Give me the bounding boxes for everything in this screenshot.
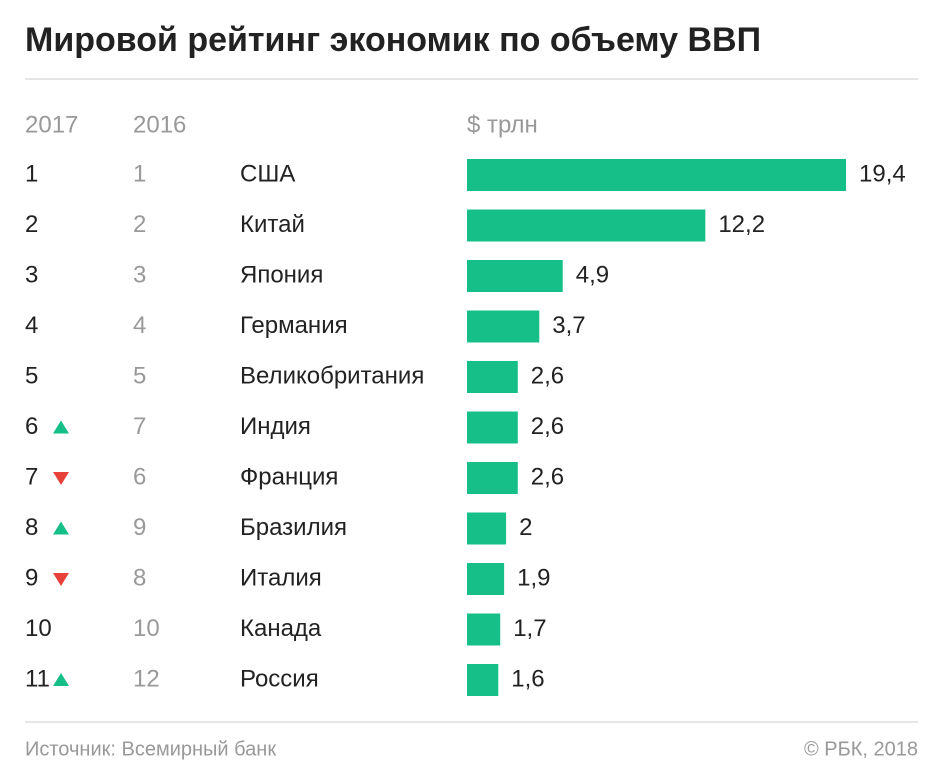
- bar: [467, 411, 518, 444]
- country-label: Китай: [240, 211, 305, 238]
- column-header: 2017: [25, 111, 78, 138]
- rank-down-arrow: [53, 573, 69, 586]
- country-label: Канада: [240, 615, 322, 642]
- country-label: Германия: [240, 312, 348, 339]
- value-label: 4,9: [576, 261, 609, 288]
- rank-2016: 7: [133, 413, 146, 440]
- rank-up-arrow: [53, 420, 69, 434]
- rank-2017: 7: [25, 463, 38, 490]
- bar: [467, 613, 501, 646]
- bar: [467, 563, 505, 595]
- country-label: Великобритания: [240, 362, 424, 389]
- chart-title: Мировой рейтинг экономик по объему ВВП: [25, 21, 761, 59]
- rank-2016: 8: [133, 564, 146, 591]
- rank-2017: 6: [25, 413, 38, 440]
- bar: [467, 209, 706, 242]
- rank-2016: 5: [133, 362, 146, 389]
- rank-2016: 6: [133, 463, 146, 490]
- rank-2016: 1: [133, 160, 146, 187]
- rank-2017: 4: [25, 312, 38, 339]
- value-label: 2,6: [531, 413, 564, 440]
- rank-2016: 9: [133, 514, 146, 541]
- rank-2017: 10: [25, 615, 52, 642]
- rank-2017: 8: [25, 514, 38, 541]
- value-label: 19,4: [859, 160, 906, 187]
- bar: [467, 310, 540, 343]
- source: Источник: Всемирный банк: [25, 738, 276, 760]
- bar: [467, 361, 518, 393]
- rank-up-arrow: [53, 521, 69, 535]
- country-label: США: [240, 160, 295, 187]
- rank-2016: 10: [133, 615, 160, 642]
- rank-2017: 2: [25, 211, 38, 238]
- value-label: 1,9: [517, 564, 550, 591]
- country-label: Франция: [240, 463, 338, 490]
- bar: [467, 512, 507, 545]
- country-label: Бразилия: [240, 514, 347, 541]
- country-label: Италия: [240, 564, 322, 591]
- rank-2017: 1: [25, 160, 38, 187]
- column-header: 2016: [133, 111, 186, 138]
- value-label: 1,6: [511, 665, 544, 692]
- value-label: 12,2: [718, 211, 765, 238]
- rank-up-arrow: [53, 673, 69, 686]
- rank-2017: 5: [25, 362, 38, 389]
- rank-2017: 11: [25, 665, 50, 692]
- value-label: 1,7: [513, 615, 546, 642]
- rank-2016: 2: [133, 211, 146, 238]
- bar: [467, 462, 518, 494]
- bar: [467, 260, 563, 292]
- value-label: 2,6: [531, 362, 564, 389]
- rank-2016: 4: [133, 312, 146, 339]
- rank-2016: 12: [133, 665, 160, 692]
- credit: © РБК, 2018: [804, 738, 918, 760]
- country-label: Индия: [240, 413, 311, 440]
- rank-2017: 3: [25, 261, 38, 288]
- column-header: $ трлн: [467, 111, 538, 138]
- rank-2017: 9: [25, 564, 38, 591]
- value-label: 3,7: [552, 312, 585, 339]
- rank-2016: 3: [133, 261, 146, 288]
- value-label: 2,6: [531, 463, 564, 490]
- bar: [467, 159, 846, 191]
- rank-down-arrow: [53, 472, 69, 485]
- country-label: Россия: [240, 665, 319, 692]
- value-label: 2: [519, 514, 532, 541]
- bar: [467, 664, 499, 696]
- country-label: Япония: [240, 261, 323, 288]
